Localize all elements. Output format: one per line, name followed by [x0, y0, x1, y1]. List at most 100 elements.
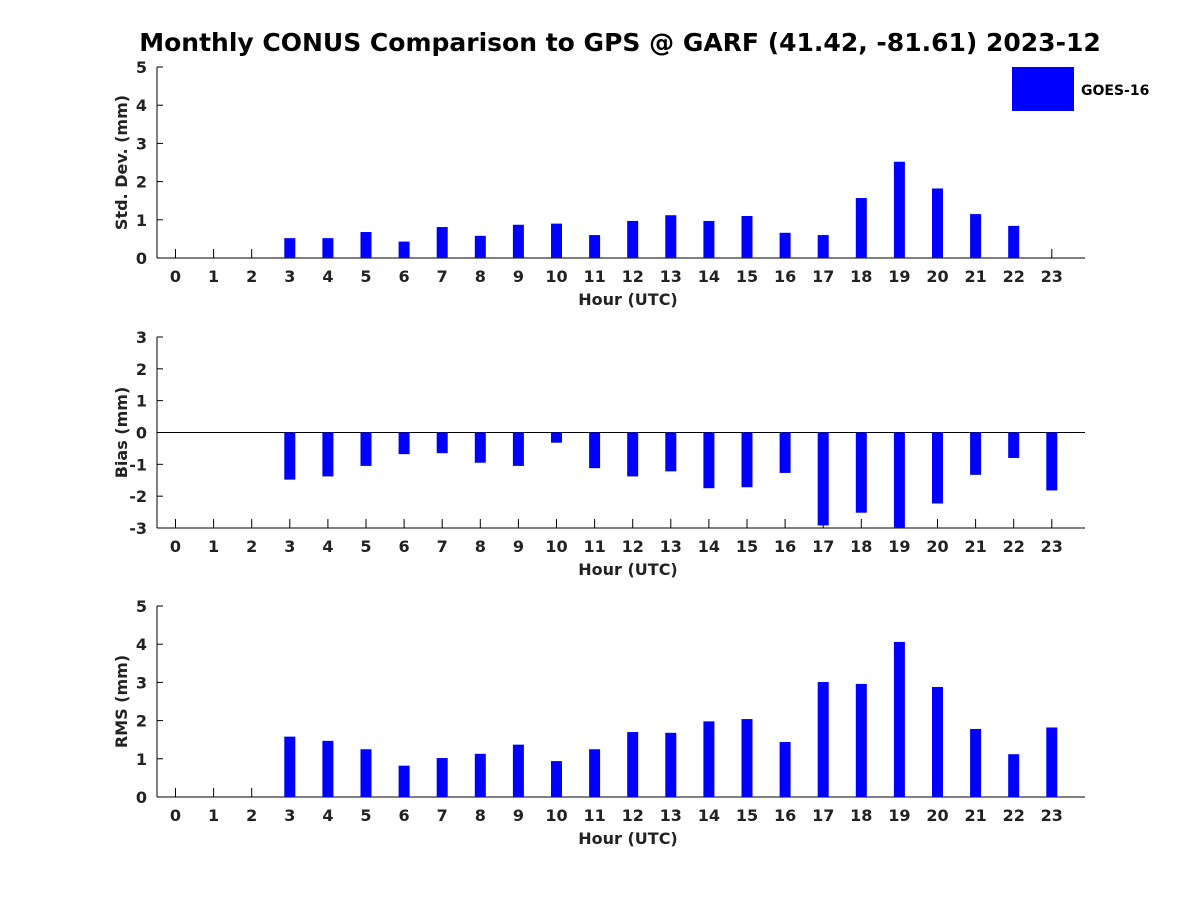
x-tick-label: 5 [360, 267, 371, 286]
x-tick-label: 23 [1041, 537, 1063, 556]
bar-hour-13 [665, 215, 677, 258]
bar-hour-11 [589, 235, 601, 258]
bar-hour-15 [741, 215, 753, 258]
bar-hour-6 [398, 241, 410, 258]
y-tick-label: -1 [129, 455, 147, 474]
x-tick-label: 10 [545, 267, 567, 286]
x-tick-label: 13 [660, 806, 682, 825]
x-tick-label: 13 [660, 537, 682, 556]
x-tick-label: 1 [208, 806, 219, 825]
bar-hour-8 [474, 235, 486, 258]
x-tick-label: 4 [322, 267, 333, 286]
bar-hour-4 [322, 740, 334, 797]
x-axis-label: Hour (UTC) [578, 560, 678, 579]
bar-hour-21 [970, 729, 982, 797]
x-tick-label: 20 [926, 267, 948, 286]
x-tick-label: 5 [360, 806, 371, 825]
x-tick-label: 12 [622, 537, 644, 556]
x-tick-label: 12 [622, 806, 644, 825]
bar-hour-8 [474, 432, 486, 463]
x-tick-label: 15 [736, 806, 758, 825]
y-axis-label: Std. Dev. (mm) [112, 95, 131, 230]
x-tick-label: 14 [698, 267, 720, 286]
x-tick-label: 6 [399, 806, 410, 825]
x-tick-label: 10 [545, 537, 567, 556]
x-tick-label: 16 [774, 806, 796, 825]
x-tick-label: 11 [583, 267, 605, 286]
y-tick-label: 3 [136, 673, 147, 692]
y-tick-label: 0 [136, 788, 147, 807]
bar-hour-6 [398, 432, 410, 455]
x-tick-label: 4 [322, 806, 333, 825]
x-tick-label: 4 [322, 537, 333, 556]
bar-hour-15 [741, 432, 753, 488]
x-tick-label: 0 [170, 537, 181, 556]
y-tick-label: 1 [136, 392, 147, 411]
y-tick-label: 2 [136, 173, 147, 192]
x-tick-label: 18 [850, 806, 872, 825]
x-tick-label: 15 [736, 267, 758, 286]
bar-hour-5 [360, 432, 372, 466]
x-tick-label: 16 [774, 537, 796, 556]
x-tick-label: 2 [246, 267, 257, 286]
x-tick-label: 2 [246, 537, 257, 556]
x-tick-label: 8 [475, 537, 486, 556]
bar-hour-4 [322, 432, 334, 477]
x-tick-label: 5 [360, 537, 371, 556]
x-tick-label: 9 [513, 806, 524, 825]
bar-hour-11 [589, 432, 601, 469]
bar-hour-7 [436, 227, 448, 258]
x-tick-label: 15 [736, 537, 758, 556]
x-tick-label: 8 [475, 267, 486, 286]
x-tick-label: 10 [545, 806, 567, 825]
x-tick-label: 7 [437, 537, 448, 556]
x-tick-label: 20 [926, 806, 948, 825]
bar-hour-20 [932, 432, 943, 504]
bar-hour-13 [665, 432, 677, 472]
y-tick-label: -3 [129, 519, 147, 538]
x-tick-label: 0 [170, 267, 181, 286]
y-tick-label: 4 [136, 635, 147, 654]
bar-hour-10 [551, 761, 562, 797]
x-tick-label: 22 [1003, 267, 1025, 286]
x-tick-label: 19 [888, 537, 910, 556]
y-tick-label: 3 [136, 134, 147, 153]
x-tick-label: 16 [774, 267, 796, 286]
y-tick-label: 1 [136, 211, 147, 230]
bar-hour-20 [932, 188, 943, 258]
bar-hour-5 [360, 749, 372, 797]
bar-hour-11 [589, 749, 601, 797]
x-tick-label: 11 [583, 537, 605, 556]
x-tick-label: 21 [964, 806, 986, 825]
x-tick-label: 20 [926, 537, 948, 556]
bar-hour-23 [1046, 727, 1058, 797]
x-tick-label: 9 [513, 267, 524, 286]
x-tick-label: 6 [399, 267, 410, 286]
bar-hour-3 [284, 238, 296, 258]
x-tick-label: 7 [437, 806, 448, 825]
bar-hour-12 [627, 220, 639, 258]
bar-hour-5 [360, 232, 372, 258]
bar-hour-20 [932, 686, 943, 797]
y-tick-label: 0 [136, 424, 147, 443]
x-tick-label: 1 [208, 267, 219, 286]
bar-hour-8 [474, 753, 486, 797]
bar-hour-3 [284, 736, 296, 797]
y-tick-label: 3 [136, 328, 147, 347]
x-tick-label: 18 [850, 267, 872, 286]
bar-hour-17 [817, 432, 829, 526]
bar-hour-21 [970, 432, 982, 475]
bar-hour-22 [1008, 754, 1020, 797]
y-tick-label: 5 [136, 58, 147, 77]
x-axis-label: Hour (UTC) [578, 829, 678, 848]
x-axis-label: Hour (UTC) [578, 290, 678, 309]
bar-hour-6 [398, 765, 410, 797]
bar-hour-9 [512, 432, 524, 466]
y-tick-label: 5 [136, 597, 147, 616]
y-tick-label: 0 [136, 249, 147, 268]
bar-hour-22 [1008, 432, 1020, 458]
legend-swatch [1012, 67, 1074, 111]
bar-hour-16 [779, 741, 791, 797]
bar-hour-16 [779, 232, 791, 258]
